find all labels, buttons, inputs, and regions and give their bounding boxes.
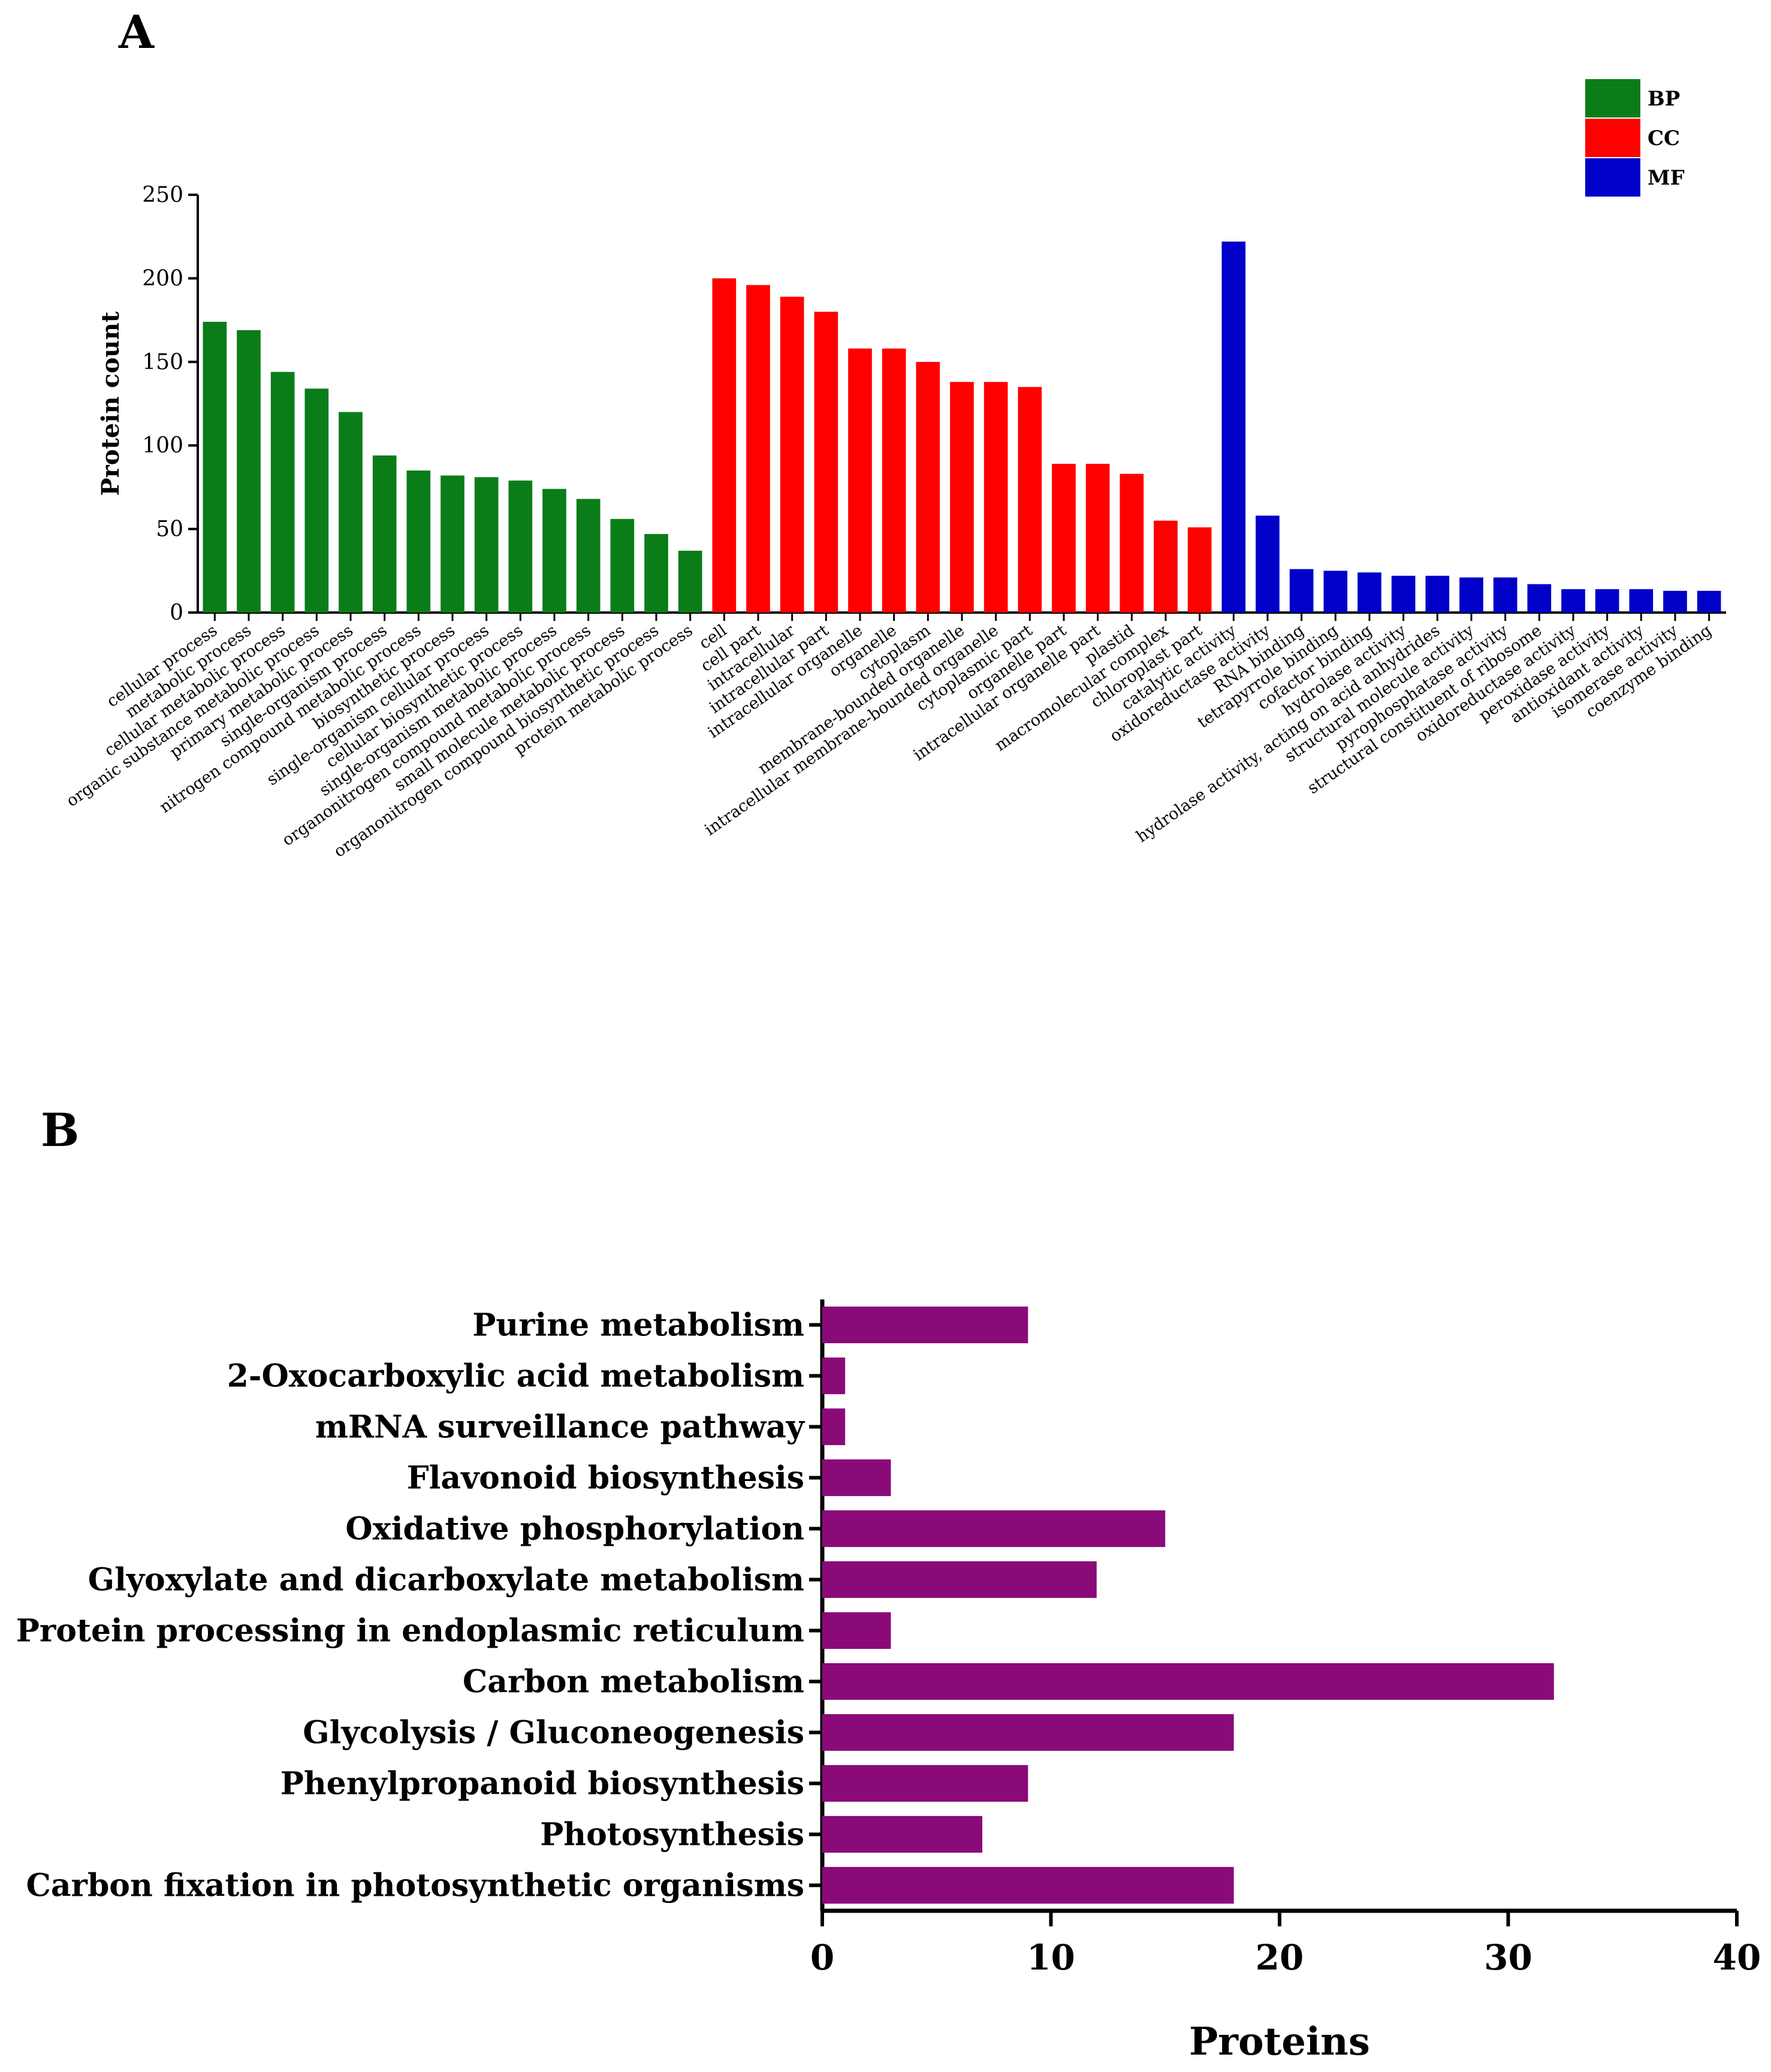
y-axis-label-a: Protein count [96,311,125,496]
bar-a [1154,520,1178,613]
bar-a [1425,575,1450,613]
bar-a [882,348,906,613]
bar-a [1018,387,1042,613]
kegg-bar-chart: 0 10 20 30 40 Proteins Purine metabolism 2-Oxoc… [16,1299,1761,2064]
y-tick-label-b: 2-Oxocarboxylic acid metabolism [227,1358,804,1395]
bar-a [1221,242,1246,613]
bar-b [822,1765,1028,1802]
bar-b [822,1459,891,1497]
y-tick-label-b: Glyoxylate and dicarboxylate metabolism [88,1562,804,1599]
bar-a [1697,590,1721,613]
panel-label-a: A [118,5,155,59]
bar-a [1493,577,1517,613]
bar-a [474,477,499,613]
bar-b [822,1357,846,1395]
legend-swatch-bp [1585,79,1640,117]
legend-swatch-mf [1585,158,1640,197]
bar-a [950,382,974,613]
bar-a [1595,589,1619,613]
bar-a [1120,473,1144,613]
bar-a [1323,571,1348,613]
bar-a [1256,515,1280,613]
bar-b [822,1815,983,1853]
bar-a [916,361,940,613]
legend-label-mf: MF [1648,166,1685,190]
bar-a [1391,575,1416,613]
x-tick-label-b: 30 [1484,1937,1532,1978]
y-tick-label-b: Flavonoid biosynthesis [407,1460,804,1497]
x-tick-label-b: 10 [1027,1937,1075,1978]
bar-a [441,475,464,613]
bar-a [270,372,295,613]
y-tick-label-b: Phenylpropanoid biosynthesis [280,1766,804,1802]
x-tick-label-b: 20 [1256,1937,1304,1978]
y-tick-label-a: 100 [142,433,183,458]
bar-a [983,382,1008,613]
bar-a [1561,589,1585,613]
y-tick-label-b: Purine metabolism [472,1307,804,1344]
y-tick-label-a: 50 [156,517,183,542]
bar-a [1459,577,1483,613]
bar-a [203,321,227,613]
bar-b [822,1714,1234,1751]
bar-a [508,480,533,613]
bar-b [822,1663,1554,1700]
panel-label-b: B [41,1103,79,1157]
bar-a [1187,527,1212,613]
y-tick-label-a: 150 [142,350,183,375]
bar-b [822,1408,846,1446]
bar-b [822,1612,891,1649]
legend-swatch-cc [1585,119,1640,157]
y-tick-label-a: 250 [142,183,183,207]
y-tick-label-b: Protein processing in endoplasmic reticu… [16,1613,804,1649]
x-tick-label-b: 0 [810,1937,834,1978]
bar-a [1357,572,1381,613]
bar-b [822,1510,1166,1548]
bar-a [576,499,601,613]
x-tick-label-b: 40 [1713,1937,1761,1978]
bar-a [304,388,329,613]
bar-a [848,348,872,613]
bar-a [678,550,702,613]
bar-a [542,488,566,613]
bar-a [644,533,668,613]
y-tick-label-b: Glycolysis / Gluconeogenesis [303,1715,804,1751]
bar-a [1085,463,1110,613]
y-tick-label-b: mRNA surveillance pathway [315,1409,805,1446]
bar-a [1629,589,1654,613]
bar-a [372,455,397,613]
y-tick-label-b: Carbon metabolism [463,1664,804,1700]
y-tick-label-a: 200 [142,266,183,291]
y-tick-label-b: Photosynthesis [540,1817,804,1853]
bar-a [712,278,737,613]
bar-b [822,1866,1234,1904]
bar-a [237,330,261,613]
bar-a [1289,569,1314,613]
bar-b [822,1306,1028,1344]
bar-a [610,518,635,613]
bar-a [814,312,838,613]
y-tick-label-b: Carbon fixation in photosynthetic organi… [26,1868,804,1904]
legend-label-cc: CC [1648,126,1680,150]
x-axis-label-b: Proteins [1189,2019,1370,2064]
y-tick-label-b: Oxidative phosphorylation [345,1511,804,1548]
bar-a [339,412,363,613]
y-tick-label-a: 0 [170,601,183,625]
bar-b [822,1561,1097,1599]
bar-a [1527,584,1552,613]
bar-a [1663,590,1687,613]
bar-a [1052,463,1076,613]
bar-a [746,285,770,613]
bar-a [406,471,431,613]
legend-label-bp: BP [1648,87,1680,111]
bar-a [780,297,804,613]
